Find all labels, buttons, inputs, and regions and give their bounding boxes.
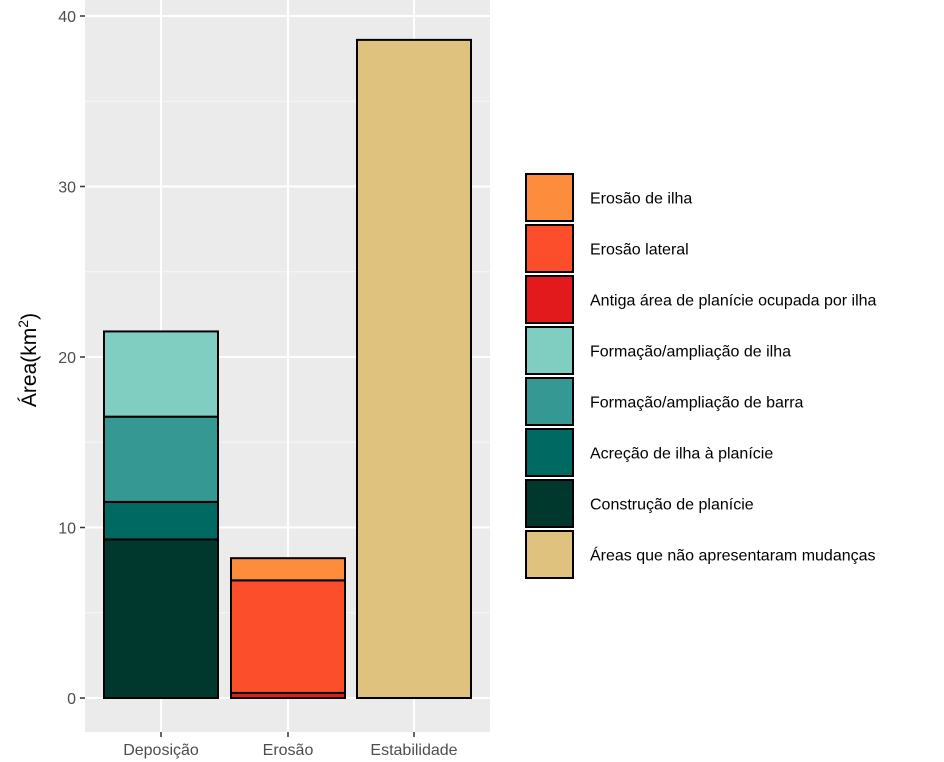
legend: Erosão de ilha Erosão lateral Antiga área … — [525, 173, 877, 579]
x-axis: Deposição Erosão Estabilidade — [123, 732, 458, 759]
legend-swatch — [525, 530, 574, 579]
y-tick-label: 10 — [58, 521, 76, 538]
legend-label: Erosão lateral — [590, 242, 689, 259]
legend-swatch — [525, 326, 574, 375]
legend-swatch — [525, 479, 574, 528]
legend-swatch — [525, 224, 574, 273]
legend-label: Acreção de ilha à planície — [590, 446, 773, 463]
legend-swatch — [525, 377, 574, 426]
bar-segment — [103, 330, 219, 418]
x-tick-label: Erosão — [263, 742, 314, 759]
legend-swatch — [525, 428, 574, 477]
legend-label: Formação/ampliação de barra — [590, 395, 804, 412]
y-axis-title: Área(km2) — [15, 313, 41, 407]
legend-swatch — [525, 173, 574, 222]
bars — [103, 38, 472, 700]
y-tick-label: 0 — [67, 691, 76, 708]
bar-segment — [230, 579, 346, 694]
bar-segment — [103, 538, 219, 699]
bar-segment — [103, 415, 219, 503]
legend-label: Áreas que não apresentaram mudanças — [590, 546, 876, 565]
y-axis: 0 10 20 30 40 — [58, 9, 85, 708]
legend-label: Erosão de ilha — [590, 191, 692, 208]
bar-segment — [356, 38, 472, 700]
y-tick-label: 30 — [58, 180, 76, 197]
legend-label: Construção de planície — [590, 497, 754, 514]
x-tick-label: Estabilidade — [370, 742, 457, 759]
bar-segment — [230, 557, 346, 582]
y-tick-label: 40 — [58, 9, 76, 26]
legend-swatch — [525, 275, 574, 324]
legend-label: Formação/ampliação de ilha — [590, 344, 791, 361]
y-tick-label: 20 — [58, 350, 76, 367]
legend-label: Antiga área de planície ocupada por ilha — [590, 293, 877, 310]
bar-segment — [103, 500, 219, 541]
x-tick-label: Deposição — [123, 742, 199, 759]
